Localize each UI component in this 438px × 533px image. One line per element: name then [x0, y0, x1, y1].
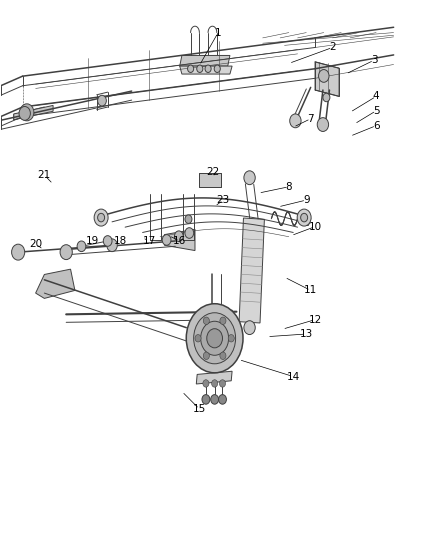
- Circle shape: [323, 93, 330, 102]
- Circle shape: [185, 228, 194, 238]
- Circle shape: [94, 209, 108, 226]
- Text: 16: 16: [173, 236, 186, 246]
- Circle shape: [220, 317, 226, 325]
- Text: 11: 11: [304, 286, 317, 295]
- Circle shape: [317, 118, 328, 132]
- Circle shape: [194, 313, 236, 364]
- Polygon shape: [315, 62, 339, 96]
- Circle shape: [211, 394, 219, 404]
- Text: 18: 18: [114, 236, 127, 246]
- Polygon shape: [239, 218, 265, 323]
- Text: 2: 2: [329, 43, 336, 52]
- Polygon shape: [196, 371, 232, 384]
- Text: 1: 1: [215, 28, 222, 38]
- Circle shape: [185, 215, 192, 223]
- Text: 5: 5: [373, 106, 379, 116]
- Circle shape: [107, 239, 117, 252]
- Circle shape: [12, 244, 25, 260]
- Circle shape: [103, 236, 112, 246]
- Polygon shape: [180, 66, 232, 74]
- Text: 10: 10: [308, 222, 321, 232]
- Polygon shape: [14, 107, 44, 120]
- Polygon shape: [180, 55, 230, 66]
- Circle shape: [244, 171, 255, 184]
- Circle shape: [203, 317, 209, 325]
- Text: 15: 15: [193, 404, 206, 414]
- Circle shape: [228, 335, 234, 342]
- Text: 13: 13: [300, 329, 313, 339]
- Text: 22: 22: [207, 167, 220, 177]
- Circle shape: [212, 379, 218, 387]
- Circle shape: [98, 213, 105, 222]
- Circle shape: [207, 329, 223, 348]
- Text: 3: 3: [371, 55, 377, 65]
- Circle shape: [297, 209, 311, 226]
- Circle shape: [203, 379, 209, 387]
- Text: 20: 20: [29, 239, 42, 249]
- Circle shape: [220, 352, 226, 359]
- Text: 8: 8: [286, 182, 292, 192]
- Text: 23: 23: [217, 195, 230, 205]
- Circle shape: [318, 69, 329, 82]
- Circle shape: [300, 213, 307, 222]
- Circle shape: [219, 394, 226, 404]
- Polygon shape: [197, 310, 237, 345]
- Text: 14: 14: [286, 372, 300, 382]
- Circle shape: [20, 104, 34, 121]
- Circle shape: [186, 304, 243, 373]
- Text: 17: 17: [142, 236, 156, 246]
- Circle shape: [98, 95, 106, 106]
- Circle shape: [162, 235, 171, 245]
- Circle shape: [201, 321, 229, 356]
- Circle shape: [187, 65, 194, 72]
- Circle shape: [214, 65, 220, 72]
- Circle shape: [19, 107, 30, 120]
- Circle shape: [219, 379, 226, 387]
- Circle shape: [195, 335, 201, 342]
- Circle shape: [60, 245, 72, 260]
- Text: 12: 12: [308, 314, 321, 325]
- Polygon shape: [164, 229, 195, 251]
- Text: 7: 7: [307, 114, 314, 124]
- Text: 19: 19: [86, 236, 99, 246]
- Circle shape: [174, 231, 183, 241]
- Polygon shape: [35, 269, 75, 298]
- Polygon shape: [14, 106, 53, 120]
- Circle shape: [244, 321, 255, 335]
- Circle shape: [205, 65, 211, 72]
- Circle shape: [77, 241, 86, 252]
- Circle shape: [197, 65, 203, 72]
- Text: 6: 6: [373, 120, 379, 131]
- Circle shape: [290, 114, 301, 128]
- Text: 9: 9: [303, 195, 310, 205]
- Polygon shape: [199, 173, 221, 187]
- Circle shape: [203, 352, 209, 359]
- Circle shape: [202, 394, 210, 404]
- Text: 4: 4: [373, 91, 379, 101]
- Text: 21: 21: [38, 170, 51, 180]
